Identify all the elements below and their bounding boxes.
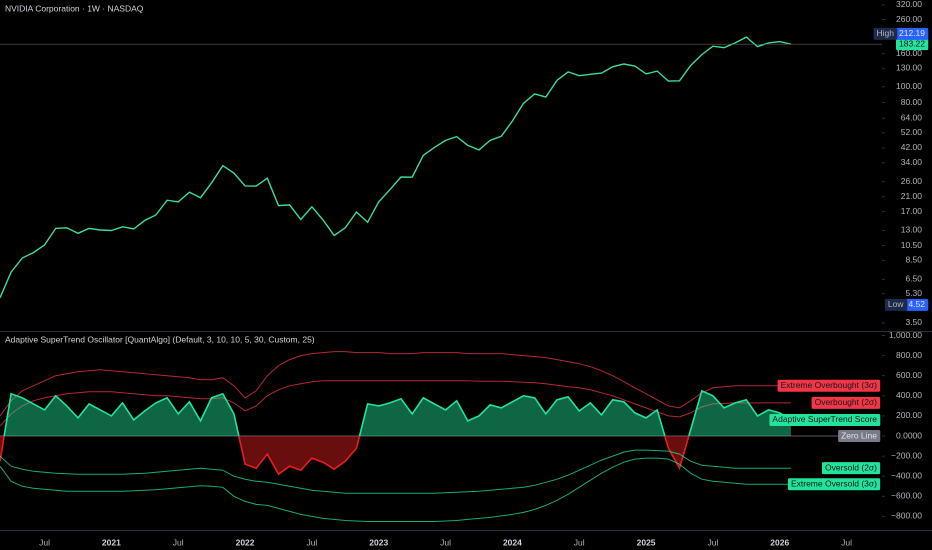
legend-label bbox=[769, 413, 881, 426]
y-tick-label: 34.00 bbox=[901, 157, 923, 167]
y-tick-label: 42.00 bbox=[901, 142, 923, 152]
y-tick-label: 100.00 bbox=[896, 81, 922, 91]
zero-line-label-text: Zero Line bbox=[841, 430, 877, 440]
legend-label-text: Overbought (2σ) bbox=[815, 397, 878, 407]
x-tick-label: 2026 bbox=[770, 537, 789, 547]
y-tick-label: −400.00 bbox=[891, 470, 922, 480]
x-tick-label: 2021 bbox=[102, 537, 121, 547]
y-tick-label: 5.30 bbox=[905, 288, 922, 298]
y-tick-label: 400.00 bbox=[896, 390, 922, 400]
legend-label-text: Adaptive SuperTrend Score bbox=[772, 414, 877, 424]
x-tick-label: Jul bbox=[306, 537, 317, 547]
x-tick-label: Jul bbox=[440, 537, 451, 547]
band-line bbox=[0, 351, 791, 417]
legend-label-text: Oversold (2σ) bbox=[825, 462, 877, 472]
y-tick-label: 260.00 bbox=[896, 14, 922, 24]
y-tick-label: 10.50 bbox=[901, 240, 923, 250]
y-tick-label: 17.00 bbox=[901, 206, 923, 216]
legend-label bbox=[777, 379, 881, 392]
x-tick-label: Jul bbox=[574, 537, 585, 547]
marker-value-text: 212.19 bbox=[899, 28, 925, 38]
marker-label-text: Low bbox=[888, 299, 904, 309]
last-price-label bbox=[896, 38, 929, 51]
legend-label-text: Extreme Oversold (3σ) bbox=[791, 479, 877, 489]
score-line-positive bbox=[3, 389, 792, 437]
x-tick-label: 2024 bbox=[503, 537, 522, 547]
y-tick-label: 320.00 bbox=[896, 0, 922, 9]
legend-label bbox=[821, 462, 881, 475]
oscillator-title: Adaptive SuperTrend Oscillator [QuantAlg… bbox=[5, 334, 315, 344]
y-tick-label: −800.00 bbox=[891, 511, 922, 521]
y-tick-label: 13.00 bbox=[901, 225, 923, 235]
marker-value bbox=[896, 27, 929, 40]
y-tick-label: 26.00 bbox=[901, 176, 923, 186]
x-tick-label: Jul bbox=[707, 537, 718, 547]
y-tick-label: −600.00 bbox=[891, 491, 922, 501]
x-tick-label: 2025 bbox=[637, 537, 656, 547]
zero-line-label bbox=[838, 430, 881, 443]
y-tick-label: −200.00 bbox=[891, 450, 922, 460]
y-tick-label: 52.00 bbox=[901, 127, 923, 137]
band-line bbox=[0, 380, 791, 427]
band-line bbox=[0, 449, 791, 494]
marker-label bbox=[873, 27, 898, 40]
last-price-label-text: 183.22 bbox=[899, 38, 925, 48]
x-tick-label: 2023 bbox=[369, 537, 388, 547]
price-pane-title: NVIDIA Corporation · 1W · NASDAQ bbox=[5, 3, 144, 13]
y-tick-label: 21.00 bbox=[901, 191, 923, 201]
y-tick-label: 130.00 bbox=[896, 63, 922, 73]
y-tick-label: 64.00 bbox=[901, 112, 923, 122]
x-tick-label: Jul bbox=[841, 537, 852, 547]
legend-label bbox=[787, 478, 881, 491]
x-tick-label: Jul bbox=[39, 537, 50, 547]
legend-label bbox=[811, 396, 881, 409]
y-tick-label: 800.00 bbox=[896, 350, 922, 360]
y-tick-label: 6.50 bbox=[905, 274, 922, 284]
y-tick-label: 1,000.00 bbox=[889, 330, 922, 340]
score-area-positive bbox=[0, 390, 791, 437]
band-line bbox=[0, 457, 791, 522]
price-line bbox=[0, 36, 792, 299]
x-tick-label: 2022 bbox=[236, 537, 255, 547]
marker-value bbox=[905, 298, 929, 311]
marker-value-text: 4.52 bbox=[908, 299, 925, 309]
y-tick-label: 600.00 bbox=[896, 370, 922, 380]
y-tick-label: 80.00 bbox=[901, 97, 923, 107]
y-tick-label: 200.00 bbox=[896, 410, 922, 420]
marker-label-text: High bbox=[877, 28, 895, 38]
score-area-negative bbox=[0, 436, 689, 475]
y-tick-label: 160.00 bbox=[896, 48, 922, 58]
marker-label bbox=[884, 298, 908, 311]
legend-label-text: Extreme Overbought (3σ) bbox=[781, 380, 878, 390]
x-tick-label: Jul bbox=[173, 537, 184, 547]
y-tick-label: 0.0000 bbox=[896, 430, 922, 440]
y-tick-label: 3.50 bbox=[905, 317, 922, 327]
y-tick-label: 8.50 bbox=[905, 255, 922, 265]
